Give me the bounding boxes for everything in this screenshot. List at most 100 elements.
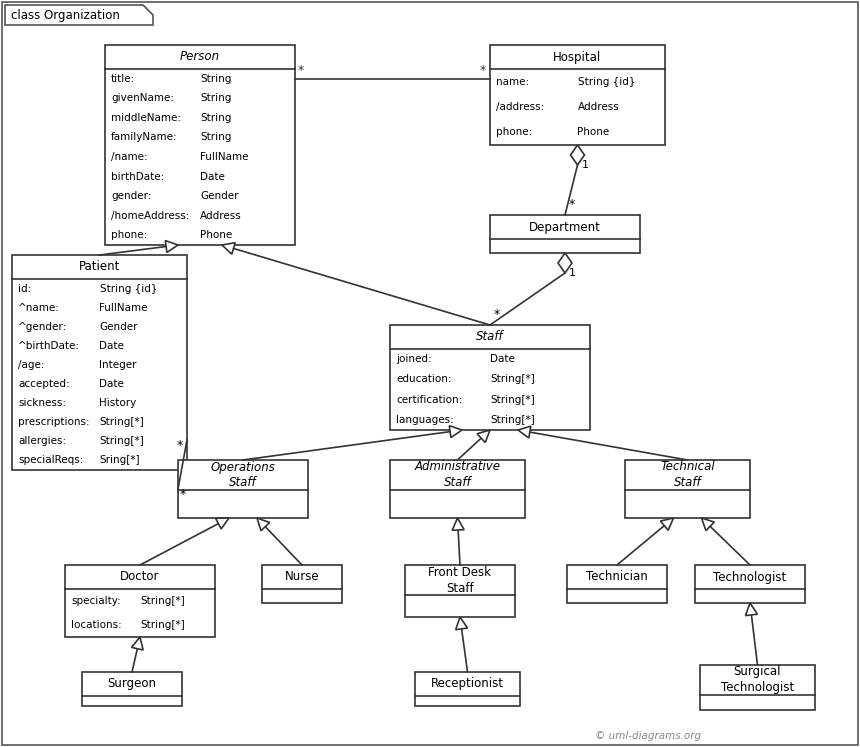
Text: Operations
Staff: Operations Staff (211, 460, 275, 489)
Text: Gender: Gender (100, 322, 138, 332)
Bar (12, 255, 187, 470)
Bar (625, 460, 750, 518)
Bar (700, 665, 815, 710)
Polygon shape (477, 430, 490, 442)
Polygon shape (132, 637, 143, 650)
Text: /homeAddress:: /homeAddress: (111, 211, 189, 220)
Text: Address: Address (578, 102, 619, 112)
Text: Receptionist: Receptionist (431, 678, 504, 690)
Bar (405, 565, 515, 617)
Polygon shape (456, 617, 468, 630)
Text: Person: Person (180, 51, 220, 63)
Text: String: String (200, 132, 231, 143)
Text: Technologist: Technologist (714, 571, 787, 583)
Bar (415, 672, 520, 706)
Polygon shape (222, 243, 236, 254)
Text: String[*]: String[*] (140, 596, 185, 606)
Text: Gender: Gender (200, 191, 238, 201)
Text: /age:: /age: (18, 360, 45, 370)
Bar (178, 460, 308, 518)
Text: *: * (569, 198, 575, 211)
Text: givenName:: givenName: (111, 93, 174, 103)
Text: String[*]: String[*] (100, 436, 144, 447)
Text: Technical
Staff: Technical Staff (660, 460, 715, 489)
Text: *: * (298, 64, 304, 77)
Text: *: * (494, 308, 501, 321)
Text: title:: title: (111, 74, 135, 84)
Polygon shape (257, 518, 270, 531)
Text: languages:: languages: (396, 415, 454, 425)
Text: specialty:: specialty: (71, 596, 120, 606)
Text: id:: id: (18, 284, 31, 294)
Bar (65, 565, 215, 637)
Text: Date: Date (100, 341, 125, 351)
Text: certification:: certification: (396, 394, 463, 405)
Polygon shape (518, 427, 531, 438)
Text: gender:: gender: (111, 191, 151, 201)
Text: ^gender:: ^gender: (18, 322, 67, 332)
Text: String {id}: String {id} (100, 284, 157, 294)
Text: specialReqs:: specialReqs: (18, 456, 83, 465)
Text: *: * (480, 64, 486, 77)
Text: String: String (200, 74, 231, 84)
Text: birthDate:: birthDate: (111, 172, 164, 182)
Text: ^name:: ^name: (18, 303, 60, 313)
Text: String[*]: String[*] (140, 620, 185, 630)
Text: String[*]: String[*] (490, 415, 535, 425)
Bar (567, 565, 667, 603)
Text: String: String (200, 113, 231, 123)
Text: Phone: Phone (200, 230, 232, 241)
Text: /name:: /name: (111, 152, 148, 162)
Polygon shape (216, 518, 229, 529)
Bar (490, 45, 665, 145)
Text: © uml-diagrams.org: © uml-diagrams.org (595, 731, 701, 741)
Text: 1: 1 (569, 268, 576, 278)
Text: Hospital: Hospital (553, 51, 602, 63)
Text: Date: Date (100, 379, 125, 389)
Bar (105, 45, 295, 245)
Bar (390, 460, 525, 518)
Text: prescriptions:: prescriptions: (18, 418, 89, 427)
Text: Staff: Staff (476, 330, 504, 344)
Text: joined:: joined: (396, 354, 432, 364)
Bar (262, 565, 342, 603)
Polygon shape (452, 518, 464, 530)
Polygon shape (5, 5, 153, 25)
Text: allergies:: allergies: (18, 436, 66, 447)
Bar (490, 215, 640, 253)
Text: phone:: phone: (496, 127, 532, 137)
Text: middleName:: middleName: (111, 113, 181, 123)
Text: Surgeon: Surgeon (108, 678, 157, 690)
Polygon shape (449, 426, 462, 438)
Text: Sring[*]: Sring[*] (100, 456, 140, 465)
Text: String[*]: String[*] (100, 418, 144, 427)
Text: String {id}: String {id} (578, 77, 635, 87)
Text: class Organization: class Organization (11, 8, 120, 22)
Text: Front Desk
Staff: Front Desk Staff (428, 565, 492, 595)
Text: String[*]: String[*] (490, 374, 535, 385)
Polygon shape (570, 145, 585, 165)
Polygon shape (660, 518, 673, 530)
Polygon shape (165, 241, 178, 252)
Text: 1: 1 (581, 160, 588, 170)
Text: name:: name: (496, 77, 529, 87)
Text: education:: education: (396, 374, 452, 385)
Polygon shape (702, 518, 715, 530)
Text: String: String (200, 93, 231, 103)
Text: Address: Address (200, 211, 242, 220)
Text: familyName:: familyName: (111, 132, 178, 143)
Text: Integer: Integer (100, 360, 137, 370)
Text: sickness:: sickness: (18, 398, 66, 408)
Bar (695, 565, 805, 603)
Text: /address:: /address: (496, 102, 544, 112)
Text: FullName: FullName (100, 303, 148, 313)
Text: Technician: Technician (587, 571, 648, 583)
Text: Doctor: Doctor (120, 571, 160, 583)
Text: History: History (100, 398, 137, 408)
Bar (82, 672, 182, 706)
Polygon shape (558, 253, 572, 273)
Text: *: * (180, 488, 187, 501)
Text: Phone: Phone (578, 127, 610, 137)
Text: Patient: Patient (79, 261, 120, 273)
Text: Date: Date (490, 354, 515, 364)
